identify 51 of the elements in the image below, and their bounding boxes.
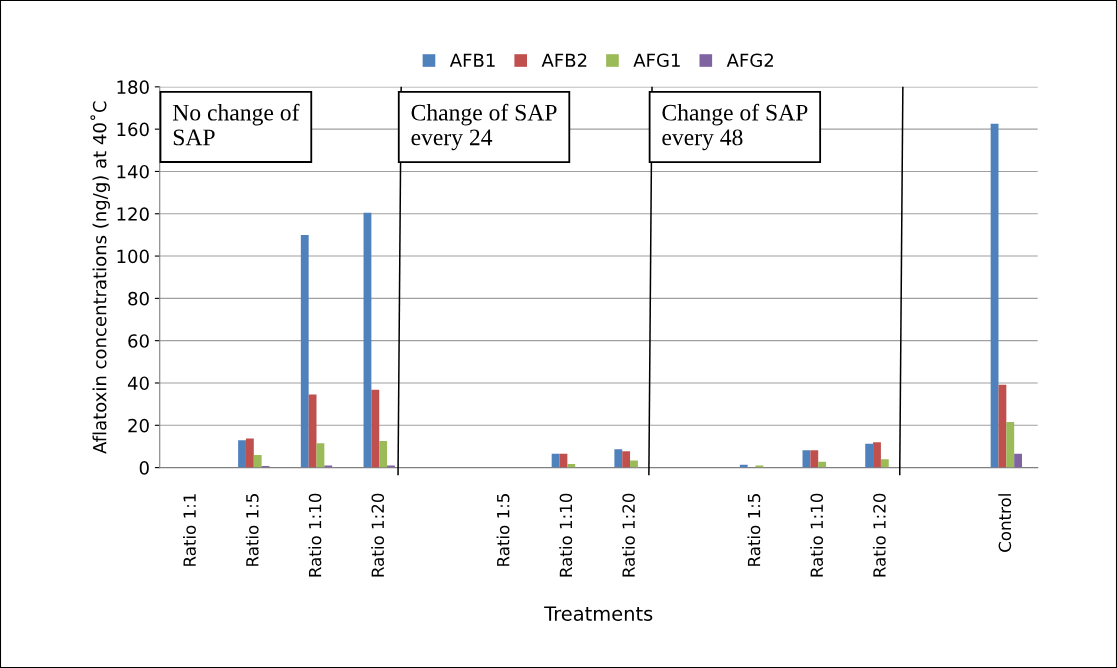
x-tick-label: Ratio 1:5	[496, 494, 510, 566]
bar	[865, 443, 874, 468]
y-tick-label: 140	[117, 164, 149, 179]
bar	[551, 453, 560, 468]
bar	[630, 460, 638, 468]
bar	[324, 465, 333, 468]
y-tick-label: 120	[117, 207, 149, 221]
bar	[873, 442, 881, 468]
bar	[379, 440, 388, 468]
y-axis-title: Aflatoxin concentrations (ng/g) at 40˚C	[90, 101, 110, 454]
bar	[253, 454, 262, 468]
bar	[1014, 453, 1023, 468]
bar	[755, 465, 764, 468]
bar	[614, 449, 623, 468]
y-tick-label: 100	[117, 249, 149, 264]
legend-label: AFB1	[449, 53, 495, 67]
bar	[998, 384, 1007, 468]
x-tick-label: Ratio 1:1	[183, 494, 196, 566]
bar	[810, 450, 819, 468]
x-tick-label: Ratio 1:10	[559, 493, 573, 577]
y-tick-label: 40	[127, 376, 149, 391]
legend-label: AFB2	[541, 53, 587, 67]
x-tick-label: Control	[998, 494, 1012, 552]
bar	[371, 389, 380, 468]
y-tick-label: 0	[139, 461, 149, 475]
y-tick-label: 160	[117, 122, 149, 137]
x-tick-label: Ratio 1:5	[747, 494, 761, 566]
x-tick-label: Ratio 1:10	[810, 493, 824, 577]
legend-label: AFG1	[633, 53, 680, 68]
x-tick-label: Ratio 1:20	[371, 493, 385, 577]
x-tick-label: Ratio 1:5	[245, 494, 259, 566]
y-tick-label: 60	[128, 334, 149, 348]
bar	[387, 465, 395, 468]
bar	[300, 234, 309, 468]
x-axis-title: Treatments	[544, 606, 653, 621]
y-tick-label: 20	[128, 418, 149, 433]
annotation: Change of SAP every 24	[411, 103, 557, 151]
bar	[245, 438, 254, 468]
y-tick-label: 180	[117, 80, 149, 94]
x-tick-label: Ratio 1:10	[308, 493, 322, 577]
bar	[238, 440, 246, 468]
x-tick-label: Ratio 1:20	[872, 493, 886, 577]
bar	[880, 459, 889, 468]
legend-label: AFG2	[726, 53, 773, 68]
x-tick-label: Ratio 1:20	[622, 493, 635, 577]
annotation: No change of SAP	[172, 103, 300, 146]
y-tick-label: 80	[128, 291, 149, 306]
bar	[308, 394, 317, 468]
annotation: Change of SAP every 48	[662, 103, 808, 151]
bar	[622, 451, 631, 468]
bar	[1006, 421, 1015, 468]
